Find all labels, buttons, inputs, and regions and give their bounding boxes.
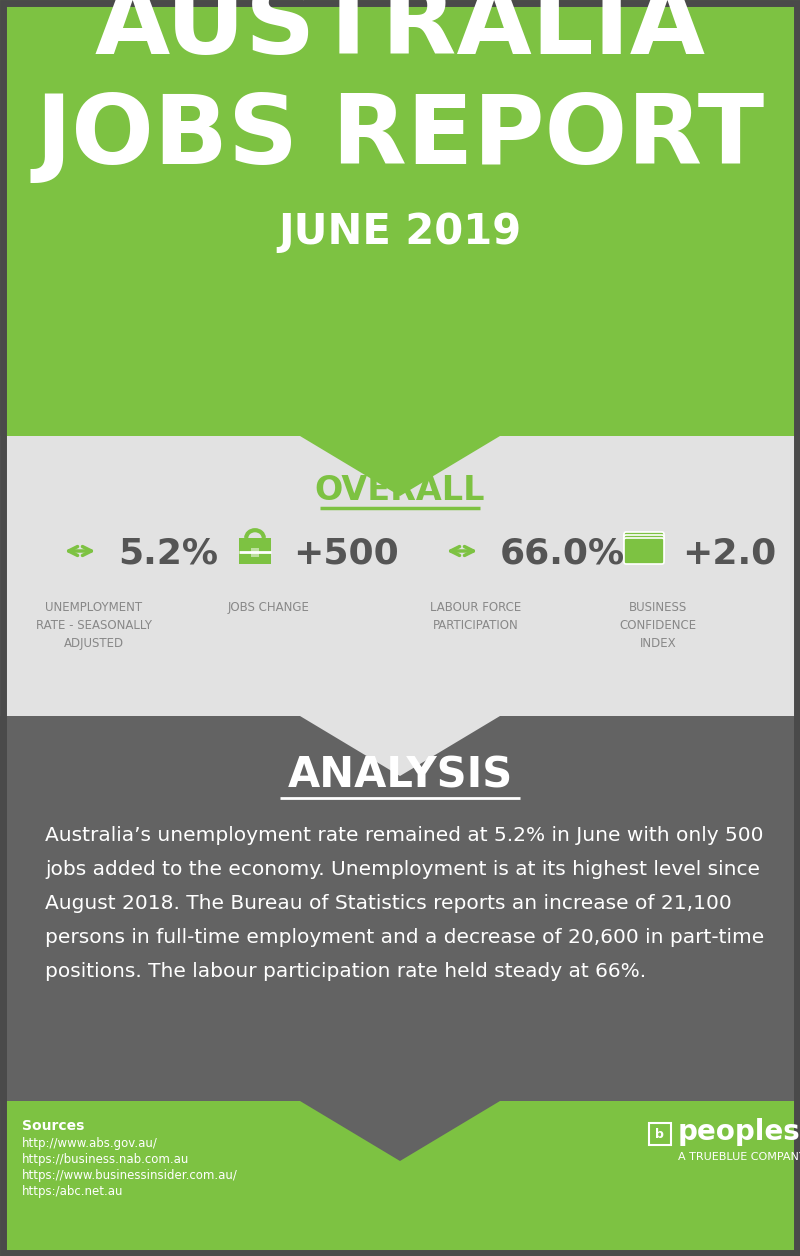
Polygon shape (300, 436, 500, 496)
Bar (0, 0, 800, 436)
Text: A TRUEBLUE COMPANY: A TRUEBLUE COMPANY (678, 1152, 800, 1162)
Bar (0, 716, 800, 1102)
Text: +2.0: +2.0 (682, 538, 776, 571)
FancyBboxPatch shape (239, 538, 271, 564)
Text: 5.2%: 5.2% (118, 538, 218, 571)
Text: positions. The labour participation rate held steady at 66%.: positions. The labour participation rate… (45, 962, 646, 981)
FancyBboxPatch shape (624, 535, 664, 561)
Text: JUNE 2019: JUNE 2019 (278, 211, 522, 252)
Bar (0, 1102, 800, 1256)
Text: 66.0%: 66.0% (500, 538, 625, 571)
FancyBboxPatch shape (624, 538, 664, 564)
Text: UNEMPLOYMENT
RATE - SEASONALLY
ADJUSTED: UNEMPLOYMENT RATE - SEASONALLY ADJUSTED (36, 602, 152, 651)
FancyBboxPatch shape (251, 548, 259, 556)
Text: BUSINESS
CONFIDENCE
INDEX: BUSINESS CONFIDENCE INDEX (619, 602, 697, 651)
Text: http://www.abs.gov.au/: http://www.abs.gov.au/ (22, 1137, 158, 1150)
Text: Australia’s unemployment rate remained at 5.2% in June with only 500: Australia’s unemployment rate remained a… (45, 826, 763, 845)
Text: ANALYSIS: ANALYSIS (287, 755, 513, 798)
Text: +500: +500 (293, 538, 398, 571)
Bar (0, 436, 800, 716)
Text: persons in full-time employment and a decrease of 20,600 in part-time: persons in full-time employment and a de… (45, 928, 764, 947)
Polygon shape (300, 1102, 500, 1161)
Text: peoplescout: peoplescout (678, 1118, 800, 1145)
Text: OVERALL: OVERALL (314, 475, 486, 507)
Text: b: b (654, 1128, 663, 1140)
Text: LABOUR FORCE
PARTICIPATION: LABOUR FORCE PARTICIPATION (430, 602, 522, 632)
Text: https://www.businessinsider.com.au/: https://www.businessinsider.com.au/ (22, 1169, 238, 1182)
FancyBboxPatch shape (624, 533, 664, 558)
Text: Sources: Sources (22, 1119, 84, 1133)
Text: jobs added to the economy. Unemployment is at its highest level since: jobs added to the economy. Unemployment … (45, 860, 760, 879)
Text: AUSTRALIA: AUSTRALIA (94, 0, 706, 74)
Text: August 2018. The Bureau of Statistics reports an increase of 21,100: August 2018. The Bureau of Statistics re… (45, 894, 732, 913)
Polygon shape (300, 716, 500, 776)
Text: JOBS CHANGE: JOBS CHANGE (228, 602, 310, 614)
Text: JOBS REPORT: JOBS REPORT (35, 90, 765, 183)
Text: https:/abc.net.au: https:/abc.net.au (22, 1184, 123, 1198)
Text: https://business.nab.com.au: https://business.nab.com.au (22, 1153, 190, 1166)
